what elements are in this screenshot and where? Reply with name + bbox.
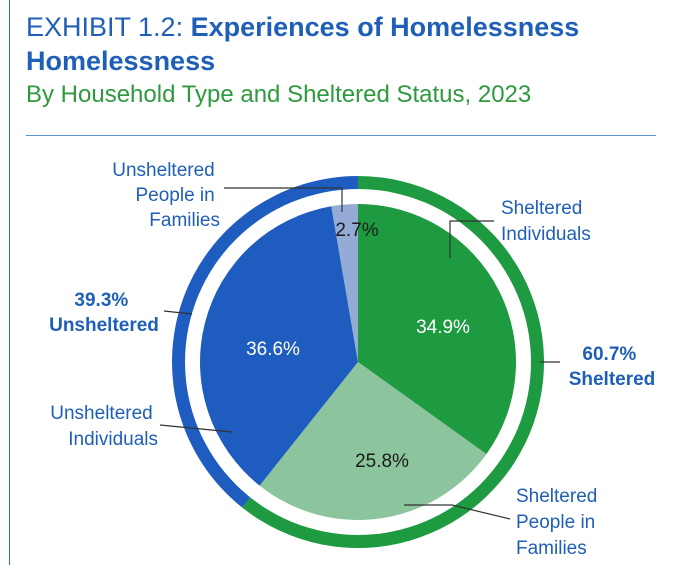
annotation-line: Individuals	[68, 429, 158, 450]
exhibit-number: EXHIBIT 1.2:	[26, 12, 184, 42]
value-label-unsheltered-families: 2.7%	[335, 220, 378, 241]
chart-header: EXHIBIT 1.2: Experiences of Homelessness…	[26, 10, 666, 111]
annotation-line: Sheltered	[501, 198, 582, 219]
annotation-line: Individuals	[501, 224, 591, 245]
title-continuation: Homelessness	[26, 46, 216, 76]
leader-unsheltered-families	[224, 187, 343, 212]
annotation-line: Unsheltered	[49, 315, 159, 336]
annotation-line: People in	[516, 512, 595, 533]
slice-unsheltered-people-in-families	[331, 204, 358, 362]
leader-unsheltered-individuals	[159, 424, 233, 433]
leader-sheltered-families	[404, 504, 511, 520]
slice-sheltered-individuals	[358, 204, 517, 455]
chart-title: EXHIBIT 1.2: Experiences of Homelessness	[26, 10, 666, 44]
chart-subtitle: By Household Type and Sheltered Status, …	[26, 81, 532, 108]
leader-lines	[159, 187, 560, 520]
title-main: Experiences of Homelessness	[190, 12, 580, 42]
annotation-sheltered-families: Sheltered People in Families	[516, 486, 603, 559]
annotation-line: Sheltered	[516, 486, 597, 507]
annotation-unsheltered-individuals: Unsheltered Individuals	[50, 403, 158, 450]
leader-sheltered-individuals	[449, 220, 494, 258]
annotation-line: 39.3%	[74, 290, 128, 311]
slice-sheltered-people-in-families	[259, 362, 487, 521]
annotation-sheltered-total: 60.7% Sheltered	[569, 344, 656, 390]
header-rule	[26, 135, 656, 136]
annotation-unsheltered-total: 39.3% Unsheltered	[49, 290, 159, 336]
annotation-unsheltered-families: Unsheltered People in Families	[112, 160, 220, 231]
annotation-line: Families	[516, 538, 587, 559]
annotation-sheltered-individuals: Sheltered Individuals	[501, 198, 591, 245]
value-label-sheltered-individuals: 34.9%	[416, 317, 470, 338]
leader-unsheltered-total	[163, 310, 193, 315]
value-label-sheltered-families: 25.8%	[355, 451, 409, 472]
annotation-line: Families	[149, 210, 220, 231]
inner-pie	[199, 204, 517, 521]
annotation-line: 60.7%	[582, 344, 636, 365]
annotation-line: Unsheltered	[50, 403, 152, 424]
value-label-unsheltered-individuals: 36.6%	[246, 339, 300, 360]
frame-border	[9, 0, 10, 565]
annotation-line: Sheltered	[569, 369, 656, 390]
slice-unsheltered-individuals	[199, 206, 358, 486]
annotation-line: Unsheltered	[112, 160, 214, 181]
annotation-line: People in	[135, 185, 214, 206]
